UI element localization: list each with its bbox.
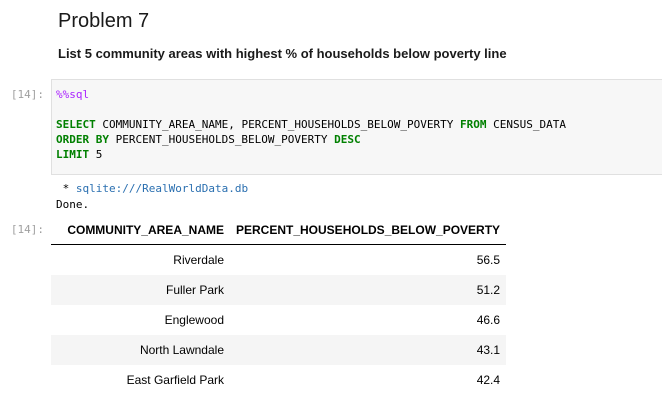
output-prompt: [14]:: [10, 223, 44, 236]
poverty-percent-cell: 51.2: [476, 283, 501, 297]
table-header-row: COMMUNITY_AREA_NAME PERCENT_HOUSEHOLDS_B…: [51, 216, 507, 245]
community-area-cell: Englewood: [164, 313, 224, 327]
markdown-heading: Problem 7: [58, 10, 150, 32]
sql-magic: %%sql: [56, 88, 90, 101]
community-area-cell: North Lawndale: [139, 343, 224, 357]
community-area-cell: Fuller Park: [165, 283, 224, 297]
output-log: * sqlite:///RealWorldData.db Done.: [56, 181, 248, 213]
table-row: Englewood 46.6: [51, 305, 506, 335]
sql-keyword-order-by: ORDER BY: [56, 133, 109, 146]
poverty-percent-cell: 42.4: [476, 373, 501, 387]
sql-table-name: CENSUS_DATA: [486, 118, 566, 131]
code-cell-editor[interactable]: %%sql SELECT COMMUNITY_AREA_NAME, PERCEN…: [51, 79, 662, 175]
sql-keyword-select: SELECT: [56, 118, 96, 131]
poverty-percent-cell: 43.1: [476, 343, 501, 357]
connection-bullet: *: [56, 182, 76, 195]
column-header-community-area-name: COMMUNITY_AREA_NAME: [51, 216, 230, 245]
sql-select-columns: COMMUNITY_AREA_NAME, PERCENT_HOUSEHOLDS_…: [95, 118, 460, 131]
markdown-description: List 5 community areas with highest % of…: [58, 46, 507, 61]
community-area-cell: Riverdale: [173, 253, 224, 267]
done-message: Done.: [56, 198, 90, 211]
table-row: Riverdale 56.5: [51, 245, 506, 276]
column-header-percent-households-below-poverty: PERCENT_HOUSEHOLDS_BELOW_POVERTY: [230, 216, 507, 245]
table-row: East Garfield Park 42.4: [51, 365, 506, 395]
sql-keyword-limit: LIMIT: [56, 148, 90, 161]
result-table: COMMUNITY_AREA_NAME PERCENT_HOUSEHOLDS_B…: [51, 216, 507, 395]
poverty-percent-cell: 46.6: [476, 313, 501, 327]
sql-keyword-desc: DESC: [334, 133, 361, 146]
input-prompt: [14]:: [10, 88, 44, 101]
sql-limit-value: 5: [89, 148, 103, 161]
table-row: North Lawndale 43.1: [51, 335, 507, 365]
sql-keyword-from: FROM: [460, 118, 487, 131]
table-row: Fuller Park 51.2: [51, 275, 507, 305]
community-area-cell: East Garfield Park: [126, 373, 224, 387]
poverty-percent-cell: 56.5: [476, 253, 501, 267]
connection-string: sqlite:///RealWorldData.db: [75, 182, 249, 195]
sql-order-column: PERCENT_HOUSEHOLDS_BELOW_POVERTY: [108, 133, 335, 146]
